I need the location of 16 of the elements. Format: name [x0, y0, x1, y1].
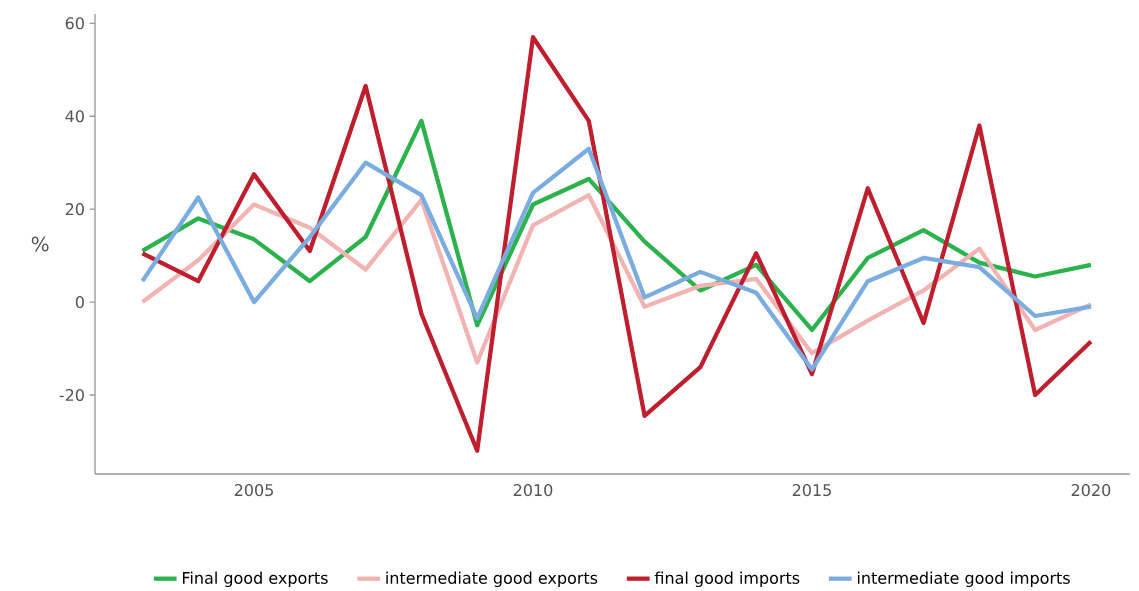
x-tick-label: 2020 — [1071, 484, 1111, 497]
legend-label: Final good exports — [182, 571, 328, 588]
legend-label: final good imports — [654, 571, 800, 588]
line-series — [140, 35, 1094, 453]
y-axis-title: % — [31, 236, 49, 252]
y-tick-label: 0 — [75, 295, 84, 309]
y-tick-label: -20 — [59, 388, 84, 402]
x-tick-label: 2005 — [234, 484, 273, 497]
legend-label: intermediate good imports — [857, 571, 1070, 588]
y-tick-label: 60 — [65, 17, 84, 30]
x-tick-label: 2010 — [513, 484, 553, 497]
x-tick-label: 2015 — [792, 484, 831, 497]
y-tick-label: 20 — [65, 203, 84, 216]
legend-label: intermediate good exports — [386, 571, 598, 588]
y-tick-label: 40 — [65, 110, 84, 123]
line-series — [140, 146, 1094, 372]
